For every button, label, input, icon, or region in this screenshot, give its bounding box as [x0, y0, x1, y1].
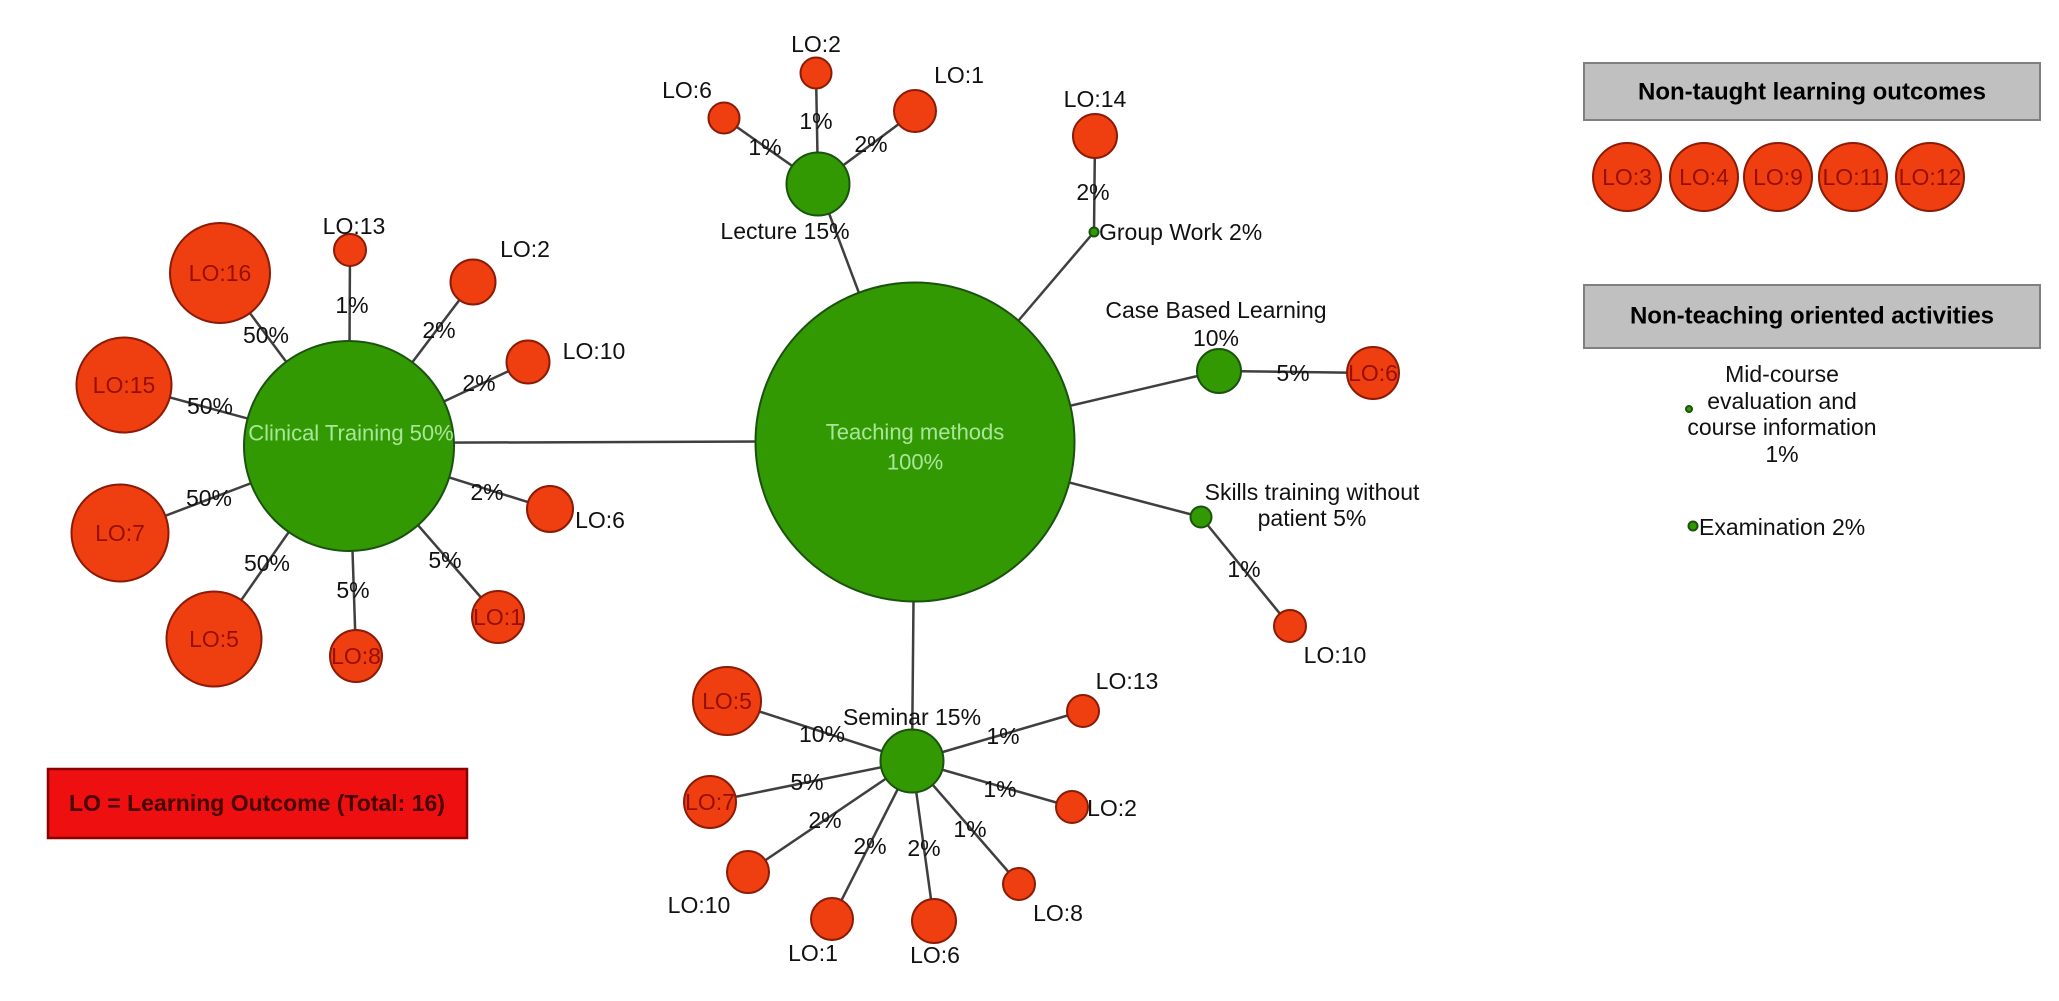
svg-text:Teaching methods: Teaching methods [826, 420, 1005, 445]
svg-text:50%: 50% [244, 550, 290, 576]
svg-text:100%: 100% [887, 450, 943, 475]
svg-text:Case Based Learning: Case Based Learning [1105, 297, 1326, 323]
svg-text:1%: 1% [799, 108, 832, 134]
svg-text:LO:12: LO:12 [1899, 164, 1962, 190]
svg-text:LO:5: LO:5 [702, 688, 752, 714]
svg-text:2%: 2% [470, 479, 503, 505]
svg-text:1%: 1% [1227, 556, 1260, 582]
svg-text:Skills training without: Skills training without [1205, 479, 1420, 505]
svg-text:LO:2: LO:2 [791, 31, 841, 57]
svg-text:2%: 2% [422, 317, 455, 343]
svg-text:5%: 5% [336, 577, 369, 603]
svg-text:patient 5%: patient 5% [1258, 505, 1367, 531]
svg-text:Examination 2%: Examination 2% [1699, 514, 1865, 540]
svg-text:course information: course information [1687, 414, 1876, 440]
svg-text:LO:1: LO:1 [934, 62, 984, 88]
svg-text:50%: 50% [243, 322, 289, 348]
svg-text:LO:1: LO:1 [473, 604, 523, 630]
svg-text:LO:6: LO:6 [910, 942, 960, 968]
svg-text:LO:7: LO:7 [685, 789, 735, 815]
svg-text:1%: 1% [335, 292, 368, 318]
svg-text:LO:6: LO:6 [575, 507, 625, 533]
svg-text:LO:6: LO:6 [662, 77, 712, 103]
svg-text:2%: 2% [853, 833, 886, 859]
svg-text:1%: 1% [953, 816, 986, 842]
svg-text:LO:4: LO:4 [1679, 164, 1729, 190]
svg-text:2%: 2% [808, 807, 841, 833]
svg-text:LO:8: LO:8 [331, 643, 381, 669]
svg-text:Group Work 2%: Group Work 2% [1099, 219, 1262, 245]
svg-text:LO:13: LO:13 [1096, 668, 1159, 694]
svg-text:Seminar 15%: Seminar 15% [843, 704, 981, 730]
svg-text:LO:16: LO:16 [189, 260, 252, 286]
svg-text:5%: 5% [790, 769, 823, 795]
svg-text:LO = Learning Outcome (Total:: LO = Learning Outcome (Total: 16) [69, 790, 445, 816]
svg-text:LO:7: LO:7 [95, 520, 145, 546]
svg-text:Non-taught learning outcomes: Non-taught learning outcomes [1638, 79, 1986, 106]
svg-text:10%: 10% [1193, 325, 1239, 351]
svg-text:1%: 1% [986, 723, 1019, 749]
svg-text:evaluation and: evaluation and [1707, 388, 1857, 414]
svg-text:LO:9: LO:9 [1753, 164, 1803, 190]
svg-text:1%: 1% [748, 134, 781, 160]
svg-text:LO:8: LO:8 [1033, 900, 1083, 926]
svg-text:2%: 2% [907, 835, 940, 861]
svg-text:LO:3: LO:3 [1602, 164, 1652, 190]
svg-text:10%: 10% [799, 721, 845, 747]
svg-text:LO:6: LO:6 [1348, 360, 1398, 386]
svg-text:Clinical Training 50%: Clinical Training 50% [248, 421, 453, 446]
svg-text:2%: 2% [854, 131, 887, 157]
svg-text:Non-teaching oriented activiti: Non-teaching oriented activities [1630, 303, 1994, 330]
svg-text:2%: 2% [1076, 179, 1109, 205]
svg-text:5%: 5% [428, 547, 461, 573]
svg-text:LO:11: LO:11 [1823, 164, 1884, 190]
svg-text:Mid-course: Mid-course [1725, 361, 1839, 387]
svg-text:LO:10: LO:10 [668, 892, 731, 918]
svg-text:1%: 1% [1765, 441, 1798, 467]
svg-text:LO:10: LO:10 [563, 338, 626, 364]
svg-text:LO:1: LO:1 [788, 940, 838, 966]
svg-text:LO:13: LO:13 [323, 213, 386, 239]
svg-text:2%: 2% [462, 370, 495, 396]
svg-text:LO:2: LO:2 [1087, 795, 1137, 821]
svg-text:LO:15: LO:15 [93, 372, 156, 398]
svg-text:5%: 5% [1276, 360, 1309, 386]
svg-text:LO:14: LO:14 [1064, 86, 1127, 112]
svg-text:1%: 1% [983, 776, 1016, 802]
svg-text:50%: 50% [187, 393, 233, 419]
svg-text:Lecture 15%: Lecture 15% [720, 218, 849, 244]
svg-text:LO:10: LO:10 [1304, 642, 1367, 668]
svg-text:LO:5: LO:5 [189, 626, 239, 652]
svg-text:LO:2: LO:2 [500, 236, 550, 262]
svg-text:50%: 50% [186, 485, 232, 511]
